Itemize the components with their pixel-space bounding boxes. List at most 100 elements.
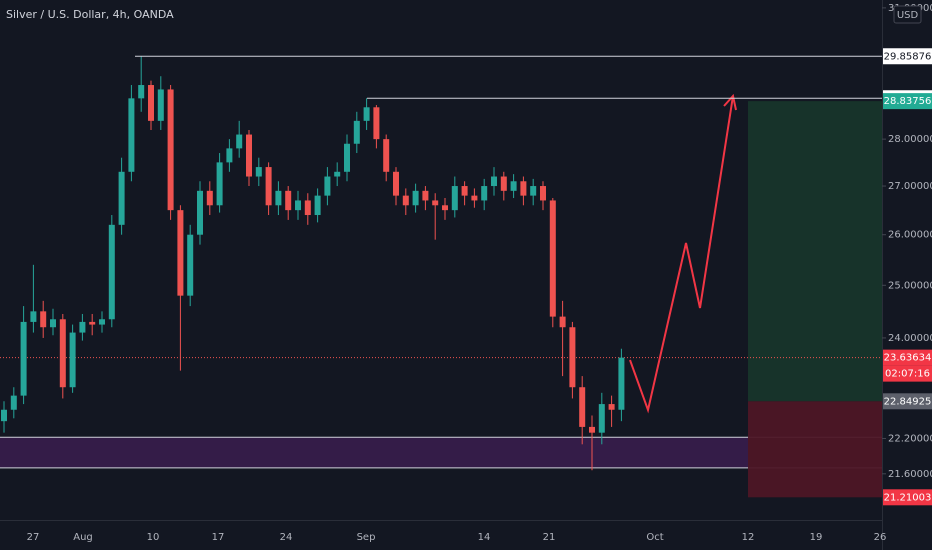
candle-body <box>402 195 409 206</box>
candle-body <box>422 190 429 201</box>
x-tick-label: 21 <box>543 532 556 543</box>
candle-body <box>520 181 527 196</box>
candle-body <box>589 426 595 433</box>
candle-body <box>255 167 262 177</box>
candle-body <box>30 311 37 322</box>
candle-body <box>69 332 76 388</box>
candle-body <box>89 321 96 325</box>
candle-body <box>285 190 292 211</box>
x-tick-label: 27 <box>27 532 40 543</box>
y-tick-label: 22.20000 <box>888 433 932 444</box>
candle-body <box>608 404 615 410</box>
y-tick-label: 25.00000 <box>888 280 932 291</box>
candle-body <box>1 409 7 422</box>
target-label: 28.83756 <box>884 96 932 107</box>
candle-body <box>275 190 282 206</box>
stop-label-box <box>883 489 932 506</box>
candle-body <box>432 200 439 206</box>
axis-layer: 31.0000028.0000027.0000026.0000025.00000… <box>27 3 932 543</box>
candle-body <box>363 107 370 121</box>
candle-body <box>373 107 380 140</box>
candle-body <box>481 186 488 201</box>
arrow-head <box>723 93 737 111</box>
candle-body <box>393 171 399 196</box>
x-tick-label: Sep <box>357 532 376 543</box>
candle-body <box>40 311 47 328</box>
y-tick-label: 26.00000 <box>888 230 932 241</box>
chart-title: Silver / U.S. Dollar, 4h, OANDA <box>6 8 174 21</box>
candle-body <box>383 139 390 172</box>
candle-body <box>236 134 243 149</box>
currency-box <box>893 5 922 24</box>
x-tick-label: 17 <box>212 532 225 543</box>
candle-body <box>461 186 468 196</box>
candle-body <box>157 89 164 121</box>
candle-body <box>442 205 448 211</box>
candle-body <box>344 143 350 172</box>
x-tick-label: Aug <box>73 532 93 543</box>
projection-arrow <box>629 95 734 414</box>
y-tick-label: 21.60000 <box>888 469 932 480</box>
candle-body <box>197 190 203 235</box>
candle-body <box>324 176 331 196</box>
candle-body <box>99 319 105 325</box>
last-price-label: 23.63634 <box>884 353 932 364</box>
candle-body <box>79 321 86 333</box>
candle-body <box>118 171 125 225</box>
y-tick-label: 24.00000 <box>888 333 932 344</box>
candle-body <box>579 387 586 427</box>
candle-body <box>148 85 154 121</box>
countdown: 02:07:16 <box>885 369 930 380</box>
x-tick-label: Oct <box>646 532 663 543</box>
candle-body <box>167 89 174 211</box>
candle-body <box>265 167 272 206</box>
candle-body <box>471 195 478 201</box>
support-zone <box>0 437 748 468</box>
candle-body <box>59 319 66 388</box>
candle-body <box>491 176 497 187</box>
candle-body <box>618 357 625 410</box>
level-label: 29.85876 <box>884 51 932 62</box>
candle-body <box>314 195 321 216</box>
profit-area <box>748 101 882 402</box>
target-label-box <box>883 93 932 110</box>
candle-body <box>500 176 507 191</box>
candle-body <box>20 321 27 396</box>
last-price-label-box <box>883 349 932 366</box>
candle-body <box>177 210 184 296</box>
y-tick-label: 28.00000 <box>888 134 932 145</box>
candle-body <box>216 162 223 206</box>
x-tick-label: 12 <box>742 532 755 543</box>
candle-body <box>334 171 341 177</box>
candles <box>1 56 625 471</box>
loss-area <box>748 401 882 498</box>
stop-label: 21.21003 <box>884 492 932 503</box>
candle-body <box>412 190 419 206</box>
entry-label: 22.84925 <box>884 396 932 407</box>
candle-body <box>108 224 115 320</box>
candle-body <box>530 186 537 196</box>
x-tick-label: 19 <box>810 532 823 543</box>
front-layer <box>135 55 882 414</box>
candle-body <box>510 181 517 191</box>
candle-body <box>295 200 301 211</box>
candle-body <box>549 200 556 317</box>
candle-body <box>540 186 546 201</box>
x-tick-label: 10 <box>147 532 160 543</box>
x-tick-label: 26 <box>874 532 887 543</box>
candle-body <box>246 134 252 177</box>
back-layer <box>0 101 882 498</box>
level-label-box <box>883 48 932 65</box>
candle-body <box>451 186 458 211</box>
candle-body <box>50 319 56 328</box>
candle-body <box>226 148 233 163</box>
candle-body <box>206 190 213 206</box>
y-tick-label: 27.00000 <box>888 181 932 192</box>
candle-body <box>187 234 194 296</box>
candle-body <box>304 200 311 216</box>
x-tick-label: 14 <box>478 532 491 543</box>
currency: USD <box>897 10 919 21</box>
candle-body <box>353 120 360 144</box>
candle-body <box>559 316 566 328</box>
